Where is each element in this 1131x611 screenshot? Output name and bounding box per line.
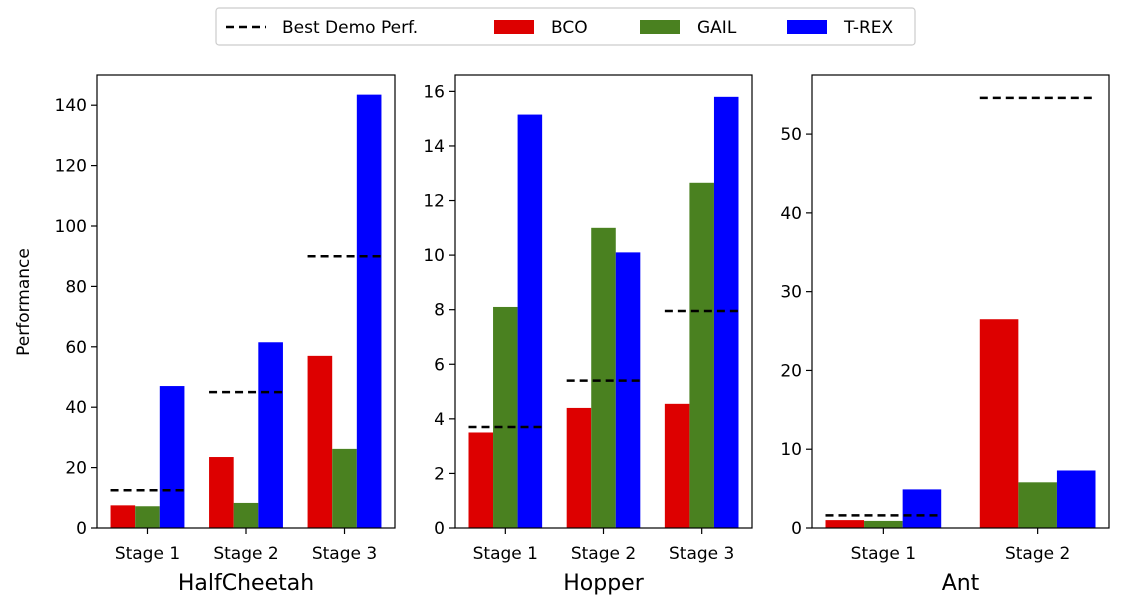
bar-t-rex-stage-1 xyxy=(902,489,942,528)
bar-t-rex-stage-3 xyxy=(713,96,739,528)
bar-t-rex-stage-1 xyxy=(159,386,185,528)
bar-t-rex-stage-1 xyxy=(517,114,543,528)
bar-gail-stage-3 xyxy=(689,182,714,528)
bar-gail-stage-1 xyxy=(135,506,160,528)
y-axis-label: Performance xyxy=(14,248,34,356)
y-tick-label: 20 xyxy=(780,361,802,381)
bar-bco-stage-3 xyxy=(307,355,333,528)
bar-t-rex-stage-2 xyxy=(615,252,641,528)
x-axis-title: Hopper xyxy=(563,571,644,596)
y-tick-label: 0 xyxy=(434,519,445,539)
x-tick-label-stage-3: Stage 3 xyxy=(669,544,734,564)
x-axis-title: HalfCheetah xyxy=(178,571,314,596)
bar-gail-stage-2 xyxy=(1018,482,1057,528)
y-tick-label: 6 xyxy=(434,355,445,375)
y-tick-label: 40 xyxy=(780,204,802,224)
x-tick-label-stage-2: Stage 2 xyxy=(1005,544,1070,564)
x-axis-title: Ant xyxy=(942,571,980,596)
y-tick-label: 8 xyxy=(434,301,445,321)
y-tick-label: 140 xyxy=(55,96,87,116)
legend-label-gail: GAIL xyxy=(697,18,737,38)
y-tick-label: 2 xyxy=(434,464,445,484)
x-tick-label-stage-1: Stage 1 xyxy=(115,544,180,564)
y-tick-label: 60 xyxy=(65,338,87,358)
y-tick-label: 10 xyxy=(780,440,802,460)
bar-gail-stage-1 xyxy=(493,306,518,528)
legend-frame xyxy=(215,7,916,46)
x-tick-label-stage-3: Stage 3 xyxy=(312,544,377,564)
y-tick-label: 80 xyxy=(65,277,87,297)
y-tick-label: 10 xyxy=(423,246,445,266)
bar-gail-stage-1 xyxy=(864,520,903,528)
bar-bco-stage-3 xyxy=(664,403,690,528)
bar-bco-stage-2 xyxy=(209,457,234,528)
x-tick-label-stage-2: Stage 2 xyxy=(571,544,636,564)
panel-halfcheetah: 0 20 40 60 80 100 120 140 Stage 1 Stage 2 Stage 3 H… xyxy=(55,74,396,596)
y-tick-label: 0 xyxy=(791,519,802,539)
y-tick-label: 30 xyxy=(780,283,802,303)
y-tick-label: 20 xyxy=(65,459,87,479)
legend: Best Demo Perf. BCO GAIL T-REX xyxy=(215,7,916,46)
bar-bco-stage-2 xyxy=(979,319,1019,528)
bar-t-rex-stage-2 xyxy=(1056,470,1096,528)
bar-t-rex-stage-2 xyxy=(258,342,283,528)
bar-gail-stage-2 xyxy=(233,502,259,528)
bar-gail-stage-2 xyxy=(591,227,616,528)
bar-bco-stage-1 xyxy=(110,505,136,528)
legend-swatch-gail xyxy=(640,20,680,34)
x-tick-label-stage-1: Stage 1 xyxy=(473,544,538,564)
bar-bco-stage-1 xyxy=(468,432,494,528)
bar-bco-stage-1 xyxy=(825,520,865,528)
y-tick-label: 14 xyxy=(423,137,445,157)
x-tick-label-stage-1: Stage 1 xyxy=(851,544,916,564)
y-tick-label: 50 xyxy=(780,125,802,145)
y-tick-label: 12 xyxy=(423,192,445,212)
panel-ant: 0 10 20 30 40 50 Stage 1 Stage 2 Ant xyxy=(780,74,1110,596)
y-tick-label: 4 xyxy=(434,410,445,430)
y-tick-label: 120 xyxy=(55,157,87,177)
legend-swatch-trex xyxy=(787,20,827,34)
legend-label-bco: BCO xyxy=(551,18,588,38)
panel-hopper: 0 2 4 6 8 10 12 14 16 Stage 1 Stage 2 Stage 3 Hopper xyxy=(423,74,753,596)
legend-swatch-bco xyxy=(494,20,534,34)
x-tick-label-stage-2: Stage 2 xyxy=(213,544,278,564)
bar-bco-stage-2 xyxy=(566,407,592,528)
legend-label-best-demo: Best Demo Perf. xyxy=(282,18,418,38)
y-tick-label: 100 xyxy=(55,217,87,237)
y-tick-label: 40 xyxy=(65,398,87,418)
legend-label-trex: T-REX xyxy=(843,18,894,38)
y-tick-label: 0 xyxy=(76,519,87,539)
y-tick-label: 16 xyxy=(423,82,445,102)
bar-gail-stage-3 xyxy=(332,448,357,528)
bar-t-rex-stage-3 xyxy=(356,94,382,528)
axes-frame xyxy=(811,74,1110,529)
